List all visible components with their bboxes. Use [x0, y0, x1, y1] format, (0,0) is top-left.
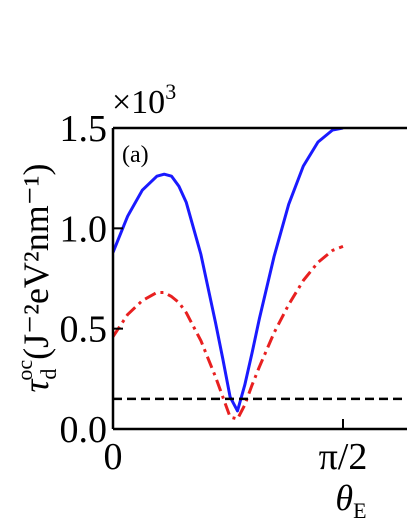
y-axis-label: τdoc(J⁻²eV²nm⁻¹) — [12, 163, 61, 392]
series-layer — [113, 128, 407, 421]
axis-multiplier: ×103 — [112, 79, 176, 121]
x-axis-label: θE — [335, 478, 366, 523]
y-tick-label: 1.0 — [60, 208, 108, 250]
multiplier-exponent: 3 — [165, 79, 176, 104]
series-line-solid — [113, 128, 344, 413]
y-tick-label: 1.5 — [60, 108, 108, 150]
panel-label: (a) — [122, 142, 149, 168]
multiplier-base: ×10 — [112, 84, 165, 121]
x-tick-label: 0 — [104, 436, 123, 478]
x-tick-label: π/2 — [319, 436, 368, 478]
y-tick-label: 0.5 — [60, 309, 108, 351]
series-line-dashdot — [113, 244, 344, 421]
tick-layer: 0.0 0.5 1.0 1.5 0 π/2 — [60, 108, 368, 478]
y-tick-label: 0.0 — [60, 409, 108, 451]
x-axis-subscript: E — [353, 498, 366, 523]
y-axis-symbol: τ — [16, 379, 56, 393]
y-axis-subscript: d — [36, 369, 61, 380]
y-axis-units: (J⁻²eV²nm⁻¹) — [16, 163, 56, 359]
y-axis-superscript: oc — [12, 360, 37, 381]
x-axis-symbol: θ — [335, 478, 353, 518]
